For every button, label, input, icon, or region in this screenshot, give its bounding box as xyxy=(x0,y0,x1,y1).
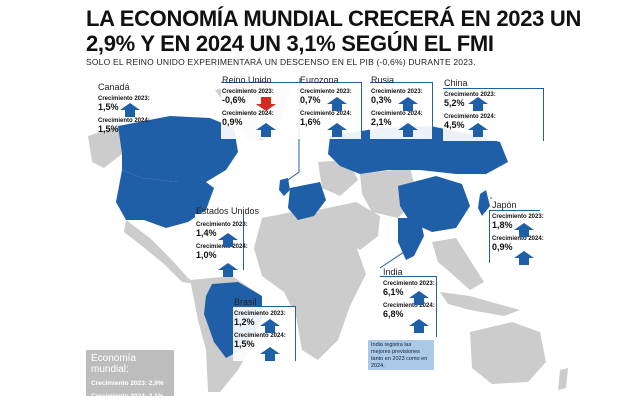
value-2024-india: 6,8% xyxy=(383,309,404,319)
canada-shape xyxy=(118,116,238,182)
alaska-shape xyxy=(88,126,122,168)
country-name-russia: Rusia xyxy=(371,75,395,85)
japan-shape xyxy=(478,190,490,216)
value-2023-china: 5,2% xyxy=(444,98,465,108)
label-2024-japan: Crecimiento 2024: xyxy=(492,236,544,242)
value-2024-russia: 2,1% xyxy=(371,117,392,127)
label-2023-india: Crecimiento 2023: xyxy=(383,281,435,287)
country-name-uk: Reino Unido xyxy=(222,75,272,85)
indonesia-shape xyxy=(440,292,520,316)
value-2023-eurozone: 0,7% xyxy=(300,95,321,105)
label-2024-canada: Crecimiento 2024: xyxy=(98,118,150,124)
label-2024-china: Crecimiento 2024: xyxy=(444,114,496,120)
value-2024-canada: 1,5% xyxy=(98,124,119,134)
country-name-china: China xyxy=(444,78,468,88)
value-2024-china: 4,5% xyxy=(444,120,465,130)
label-2023-usa: Crecimiento 2023: xyxy=(196,222,248,228)
box-brazil: Brasil Crecimiento 2023: 1,2% Crecimient… xyxy=(234,297,296,359)
country-name-brazil: Brasil xyxy=(234,297,257,307)
value-2024-uk: 0,9% xyxy=(222,117,243,127)
pointer-india xyxy=(379,247,411,269)
label-2024-eurozone: Crecimiento 2024: xyxy=(300,111,352,117)
label-2024-india: Crecimiento 2024: xyxy=(383,303,435,309)
eurozone-shape xyxy=(288,182,326,220)
label-2024-russia: Crecimiento 2024: xyxy=(371,111,423,117)
africa-shape xyxy=(254,210,366,360)
label-2024-uk: Crecimiento 2024: xyxy=(222,111,274,117)
label-2023-brazil: Crecimiento 2023: xyxy=(234,311,286,317)
box-india: India Crecimiento 2023: 6,1% Crecimiento… xyxy=(383,267,439,333)
box-uk: Reino Unido Crecimiento 2023: -0,6% Crec… xyxy=(222,75,300,137)
label-2023-russia: Crecimiento 2023: xyxy=(371,89,423,95)
country-name-japan: Japón xyxy=(492,200,517,210)
label-2023-japan: Crecimiento 2023: xyxy=(492,214,544,220)
uk-shape xyxy=(279,178,290,196)
world-map xyxy=(88,78,568,392)
country-name-eurozone: Eurozona xyxy=(300,75,339,85)
box-china: China Crecimiento 2023: 5,2% Crecimiento… xyxy=(444,78,506,140)
value-2023-usa: 1,4% xyxy=(196,228,217,238)
value-2024-brazil: 1,5% xyxy=(234,339,255,349)
frame-china xyxy=(443,88,544,141)
world-economy-title: Economía mundial: xyxy=(91,353,137,375)
label-2023-canada: Crecimiento 2023: xyxy=(98,96,150,102)
value-2023-india: 6,1% xyxy=(383,287,404,297)
country-name-usa: Estados Unidos xyxy=(196,206,260,216)
value-2023-brazil: 1,2% xyxy=(234,317,255,327)
label-2023-eurozone: Crecimiento 2023: xyxy=(300,89,352,95)
label-2024-brazil: Crecimiento 2024: xyxy=(234,333,286,339)
value-2023-canada: 1,5% xyxy=(98,102,119,112)
usa-shape xyxy=(116,170,214,228)
india-note: India registra las mejores previsiones t… xyxy=(368,340,434,370)
central-america-shape xyxy=(124,220,196,284)
box-usa: Estados Unidos Crecimiento 2023: 1,4% Cr… xyxy=(196,206,276,272)
box-russia: Rusia Crecimiento 2023: 0,3% Crecimiento… xyxy=(371,75,433,137)
label-2024-usa: Crecimiento 2024: xyxy=(196,244,248,250)
label-2023-uk: Crecimiento 2023: xyxy=(222,89,274,95)
pointer-usa xyxy=(179,199,197,217)
box-japan: Japón Crecimiento 2023: 1,8% Crecimiento… xyxy=(492,200,552,262)
southeast-asia-shape xyxy=(432,238,484,290)
middle-east-shape xyxy=(318,202,380,250)
box-canada: Canadá Crecimiento 2023: 1,5% Crecimient… xyxy=(98,82,188,150)
world-growth-2023: Crecimiento 2023: 2,9% xyxy=(91,380,164,387)
box-eurozone: Eurozona Crecimiento 2023: 0,7% Crecimie… xyxy=(300,75,362,137)
country-name-canada: Canadá xyxy=(98,82,130,92)
value-2023-russia: 0,3% xyxy=(371,95,392,105)
label-2023-china: Crecimiento 2023: xyxy=(444,92,496,98)
value-2024-usa: 1,0% xyxy=(196,250,217,260)
value-2023-uk: -0,6% xyxy=(222,95,246,105)
india-shape xyxy=(398,218,424,260)
chart-title: LA ECONOMÍA MUNDIAL CRECERÁ EN 2023 UN 2… xyxy=(86,6,582,56)
value-2024-japan: 0,9% xyxy=(492,242,513,252)
world-economy-box: Economía mundial: Crecimiento 2023: 2,9%… xyxy=(86,350,174,400)
value-2024-eurozone: 1,6% xyxy=(300,117,321,127)
world-growth-2024: Crecimiento 2024: 3,1% xyxy=(91,393,164,400)
country-name-india: India xyxy=(383,267,403,277)
australia-shape xyxy=(470,322,546,384)
nz-shape xyxy=(558,368,568,390)
chart-subtitle: SOLO EL REINO UNIDO EXPERIMENTARÁ UN DES… xyxy=(86,57,476,67)
value-2023-japan: 1,8% xyxy=(492,220,513,230)
